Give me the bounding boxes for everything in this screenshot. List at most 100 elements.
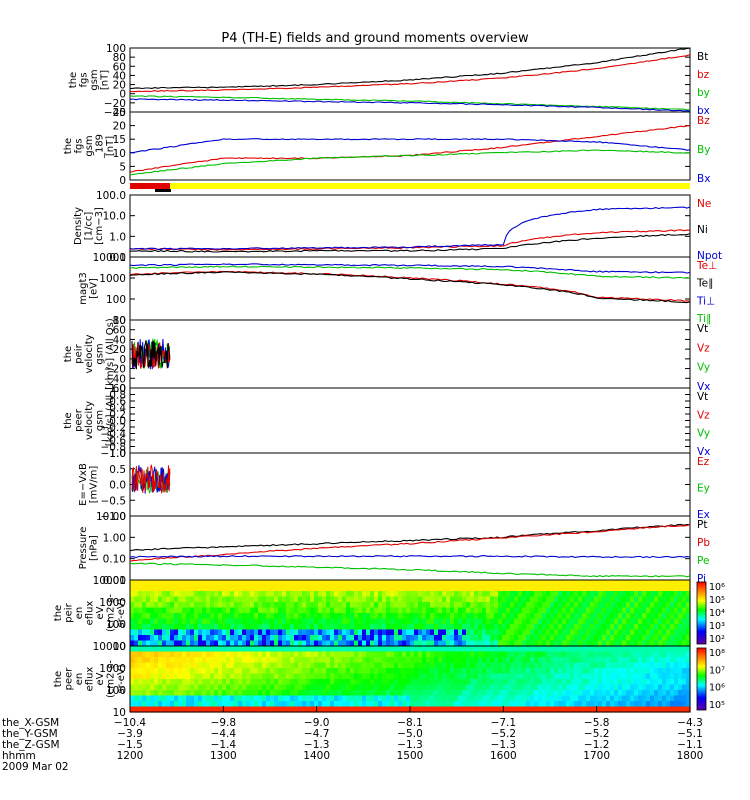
spectrogram-cell xyxy=(430,662,435,669)
spectrogram-cell xyxy=(358,585,363,592)
spectrogram-cell xyxy=(386,673,391,680)
spectrogram-cell xyxy=(134,673,139,680)
spectrogram-cell xyxy=(326,695,331,702)
spectrogram-cell xyxy=(354,651,359,658)
spectrogram-cell xyxy=(334,635,339,642)
spectrogram-cell xyxy=(478,651,483,658)
spectrogram-cell xyxy=(678,684,683,691)
spectrogram-cell xyxy=(318,596,323,603)
spectrogram-cell xyxy=(602,668,607,675)
spectrogram-cell xyxy=(438,624,443,631)
spectrogram-cell xyxy=(378,596,383,603)
spectrogram-cell xyxy=(610,618,615,625)
spectrogram-cell xyxy=(634,690,639,697)
spectrogram-cell xyxy=(590,684,595,691)
spectrogram-cell xyxy=(618,690,623,697)
spectrogram-cell xyxy=(374,613,379,620)
spectrogram-cell xyxy=(342,629,347,636)
spectrogram-cell xyxy=(602,585,607,592)
spectrogram-cell xyxy=(150,673,155,680)
spectrogram-cell xyxy=(346,690,351,697)
spectrogram-cell xyxy=(178,591,183,598)
spectrogram-cell xyxy=(614,690,619,697)
spectrogram-cell xyxy=(598,607,603,614)
spectrogram-cell xyxy=(398,629,403,636)
spectrogram-cell xyxy=(170,679,175,686)
y-tick-label: 60 xyxy=(113,325,126,337)
spectrogram-cell xyxy=(434,646,439,653)
spectrogram-cell xyxy=(646,695,651,702)
spectrogram-cell xyxy=(222,668,227,675)
spectrogram-cell xyxy=(210,618,215,625)
spectrogram-cell xyxy=(398,596,403,603)
spectrogram-cell xyxy=(266,602,271,609)
spectrogram-cell xyxy=(506,690,511,697)
spectrogram-cell xyxy=(202,706,207,713)
spectrogram-cell xyxy=(634,580,639,587)
spectrogram-cell xyxy=(294,591,299,598)
spectrogram-cell xyxy=(446,684,451,691)
spectrogram-cell xyxy=(362,706,367,713)
y-tick-label: 10.0 xyxy=(103,211,126,223)
spectrogram-cell xyxy=(530,701,535,708)
spectrogram-cell xyxy=(362,635,367,642)
spectrogram-cell xyxy=(682,668,687,675)
spectrogram-cell xyxy=(482,618,487,625)
spectrogram-cell xyxy=(206,591,211,598)
spectrogram-cell xyxy=(586,602,591,609)
spectrogram-cell xyxy=(426,640,431,647)
y-tick-label: 1000 xyxy=(99,663,126,675)
spectrogram-cell xyxy=(590,701,595,708)
spectrogram-cell xyxy=(290,695,295,702)
spectrogram-cell xyxy=(570,646,575,653)
spectrogram-cell xyxy=(342,679,347,686)
spectrogram-cell xyxy=(590,651,595,658)
spectrogram-cell xyxy=(374,657,379,664)
spectrogram-cell xyxy=(130,640,135,647)
spectrogram-cell xyxy=(474,673,479,680)
spectrogram-cell xyxy=(194,602,199,609)
spectrogram-cell xyxy=(210,602,215,609)
spectrogram-cell xyxy=(190,657,195,664)
spectrogram-cell xyxy=(538,679,543,686)
spectrogram-cell xyxy=(414,679,419,686)
spectrogram-cell xyxy=(322,624,327,631)
spectrogram-cell xyxy=(286,706,291,713)
spectrogram-cell xyxy=(198,613,203,620)
spectrogram-cell xyxy=(242,640,247,647)
spectrogram-cell xyxy=(530,580,535,587)
spectrogram-cell xyxy=(286,640,291,647)
colorbar-label: 10⁷ xyxy=(709,665,725,676)
spectrogram-cell xyxy=(386,607,391,614)
spectrogram-cell xyxy=(290,673,295,680)
spectrogram-cell xyxy=(650,591,655,598)
spectrogram xyxy=(130,580,691,647)
spectrogram-cell xyxy=(362,585,367,592)
spectrogram-cell xyxy=(462,607,467,614)
spectrogram-cell xyxy=(374,602,379,609)
spectrogram-cell xyxy=(554,646,559,653)
spectrogram-cell xyxy=(254,635,259,642)
spectrogram-cell xyxy=(394,695,399,702)
spectrogram-cell xyxy=(378,602,383,609)
spectrogram-cell xyxy=(622,673,627,680)
x-tick-label: 1300 xyxy=(210,750,237,762)
spectrogram-cell xyxy=(206,657,211,664)
spectrogram-cell xyxy=(402,613,407,620)
spectrogram-cell xyxy=(370,618,375,625)
spectrogram-cell xyxy=(170,695,175,702)
spectrogram-cell xyxy=(366,668,371,675)
spectrogram-cell xyxy=(410,596,415,603)
spectrogram-cell xyxy=(318,613,323,620)
spectrogram-cell xyxy=(450,585,455,592)
spectrogram-cell xyxy=(450,668,455,675)
spectrogram-cell xyxy=(546,662,551,669)
spectrogram-cell xyxy=(502,580,507,587)
spectrogram-cell xyxy=(654,701,659,708)
y-axis-label: fgs xyxy=(79,72,90,87)
spectrogram-cell xyxy=(618,580,623,587)
spectrogram-cell xyxy=(318,679,323,686)
spectrogram-cell xyxy=(274,662,279,669)
spectrogram-cell xyxy=(630,624,635,631)
spectrogram-cell xyxy=(306,613,311,620)
